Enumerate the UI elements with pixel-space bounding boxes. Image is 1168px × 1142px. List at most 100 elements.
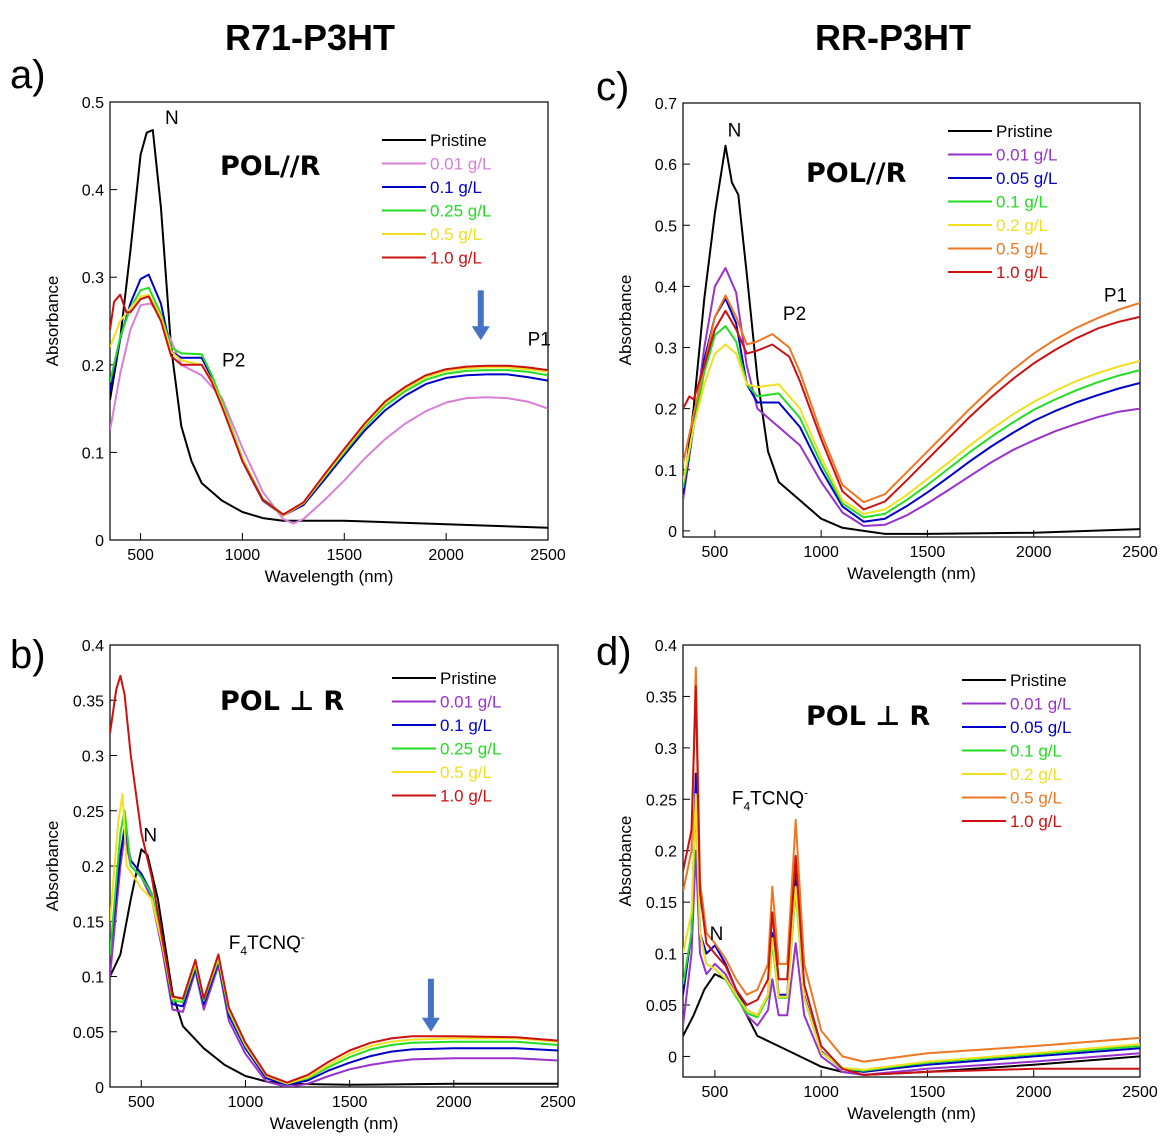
y-tick-label: 0.25 xyxy=(646,792,677,809)
x-tick-label: 2000 xyxy=(1016,1084,1052,1101)
series-line-5 xyxy=(110,293,548,516)
series-group xyxy=(110,674,558,1087)
plot-frame xyxy=(682,644,1141,1078)
annotation-label: N xyxy=(728,121,742,142)
y-tick-label: 0.3 xyxy=(655,341,677,358)
y-tick-label: 0.2 xyxy=(655,844,677,861)
x-axis-label: Wavelength (nm) xyxy=(265,567,394,586)
panel-c: 500 1000 1500 2000 2500 0 0.1 0.2 0.3 0.4 0.5 0.6 0.… xyxy=(596,65,1158,583)
series-line-3 xyxy=(683,798,1140,1072)
y-tick-label: 0.15 xyxy=(73,914,104,931)
series-line-4 xyxy=(683,793,1140,1071)
x-tick-label: 500 xyxy=(127,547,154,564)
x-tick-label: 2000 xyxy=(428,547,464,564)
legend-entry: 0.1 g/L xyxy=(996,193,1048,212)
y-tick-label: 0.1 xyxy=(82,970,104,987)
plot-frame xyxy=(682,102,1141,538)
y-tick-label: 0.6 xyxy=(655,157,677,174)
legend: Pristine 0.01 g/L 0.1 g/L 0.25 g/L 0.5 g/L 1.… xyxy=(382,131,491,268)
legend-entry: 0.05 g/L xyxy=(996,169,1057,188)
legend-entry: 0.1 g/L xyxy=(430,178,482,197)
x-tick-label: 1500 xyxy=(910,1084,946,1101)
legend-entry: Pristine xyxy=(1010,671,1067,690)
y-axis-label: Absorbance xyxy=(616,816,635,907)
y-tick-label: 0.4 xyxy=(82,638,104,655)
annotation-label: F4TCNQ- xyxy=(229,930,305,958)
panel-a: 500 1000 1500 2000 2500 0 0.1 0.2 0.3 0.4 0.5 Wavel… xyxy=(10,53,566,586)
y-axis-label: Absorbance xyxy=(43,276,62,367)
legend: Pristine 0.01 g/L 0.05 g/L 0.1 g/L 0.2 g/L 0.… xyxy=(948,122,1057,282)
y-tick-label: 0.2 xyxy=(82,358,104,375)
column-title-left: R71-P3HT xyxy=(225,17,395,58)
legend-entry: 0.01 g/L xyxy=(1010,695,1071,714)
legend-entry: Pristine xyxy=(440,669,497,688)
series-line-2 xyxy=(683,772,1140,1073)
series-line-6 xyxy=(683,685,1140,1076)
legend-entry: 1.0 g/L xyxy=(1010,812,1062,831)
y-tick-label: 0.4 xyxy=(655,279,677,296)
series-line-3 xyxy=(683,325,1140,519)
panel-letter: b) xyxy=(10,633,46,677)
legend-entry: 0.01 g/L xyxy=(440,693,501,712)
panel-b: 500 1000 1500 2000 2500 0 0.05 0.1 0.15 0.2 0.25 0.… xyxy=(10,633,576,1133)
legend-entry: 1.0 g/L xyxy=(430,249,482,268)
y-tick-label: 0.3 xyxy=(655,741,677,758)
series-line-2 xyxy=(110,826,558,1086)
y-tick-label: 0 xyxy=(95,533,104,550)
y-tick-label: 0 xyxy=(668,524,677,541)
y-tick-label: 0.15 xyxy=(646,895,677,912)
x-tick-label: 1500 xyxy=(332,1094,368,1111)
x-axis-label: Wavelength (nm) xyxy=(847,1104,976,1123)
y-tick-label: 0.1 xyxy=(82,445,104,462)
x-tick-label: 1000 xyxy=(225,547,261,564)
legend-entry: Pristine xyxy=(996,122,1053,141)
series-line-4 xyxy=(110,793,558,1085)
y-tick-label: 0.1 xyxy=(655,947,677,964)
y-tick-label: 0.3 xyxy=(82,749,104,766)
series-line-0 xyxy=(110,848,558,1086)
panel-letter: a) xyxy=(10,53,46,97)
legend: Pristine 0.01 g/L 0.05 g/L 0.1 g/L 0.2 g/L 0.… xyxy=(962,671,1071,831)
y-tick-label: 0.3 xyxy=(82,270,104,287)
column-title-right: RR-P3HT xyxy=(815,17,971,58)
y-tick-label: 0.2 xyxy=(82,859,104,876)
legend-entry: 0.5 g/L xyxy=(996,240,1048,259)
legend-entry: Pristine xyxy=(430,131,487,150)
annotation-label: P2 xyxy=(222,351,245,372)
y-tick-label: 0.35 xyxy=(646,689,677,706)
series-line-5 xyxy=(683,294,1140,504)
annotation-label: F4TCNQ- xyxy=(732,785,808,813)
panel-letter: d) xyxy=(596,630,632,674)
legend-entry: 1.0 g/L xyxy=(440,787,492,806)
legend-entry: 0.25 g/L xyxy=(440,740,501,759)
annotation-label: N xyxy=(143,826,157,847)
legend-entry: 0.2 g/L xyxy=(1010,765,1062,784)
x-tick-label: 2500 xyxy=(530,547,566,564)
down-arrow-icon xyxy=(471,290,490,341)
legend-entry: 0.1 g/L xyxy=(1010,742,1062,761)
series-line-1 xyxy=(683,849,1140,1076)
series-line-5 xyxy=(110,674,558,1084)
y-tick-label: 0.1 xyxy=(655,463,677,480)
plot-frame xyxy=(109,101,549,541)
x-axis-label: Wavelength (nm) xyxy=(270,1114,399,1133)
series-line-0 xyxy=(683,973,1140,1076)
x-tick-label: 500 xyxy=(128,1094,155,1111)
annotation-label: P1 xyxy=(528,330,551,351)
polarization-condition: POL//R xyxy=(806,158,907,189)
x-tick-label: 1000 xyxy=(803,544,839,561)
x-tick-label: 2500 xyxy=(540,1094,576,1111)
polarization-condition: POL ⊥ R xyxy=(806,701,930,732)
x-tick-label: 2000 xyxy=(436,1094,472,1111)
y-tick-label: 0.2 xyxy=(655,402,677,419)
panel-d: 500 1000 1500 2000 2500 0 0.05 0.1 0.15 0.2 0.25 0.… xyxy=(596,630,1158,1123)
x-tick-label: 2500 xyxy=(1122,544,1158,561)
series-line-0 xyxy=(110,129,548,529)
x-tick-label: 1500 xyxy=(910,544,946,561)
annotation-label: N xyxy=(165,108,179,129)
legend-entry: 0.1 g/L xyxy=(440,716,492,735)
legend-entry: 1.0 g/L xyxy=(996,263,1048,282)
x-tick-label: 500 xyxy=(702,1084,729,1101)
legend-entry: 0.5 g/L xyxy=(1010,789,1062,808)
